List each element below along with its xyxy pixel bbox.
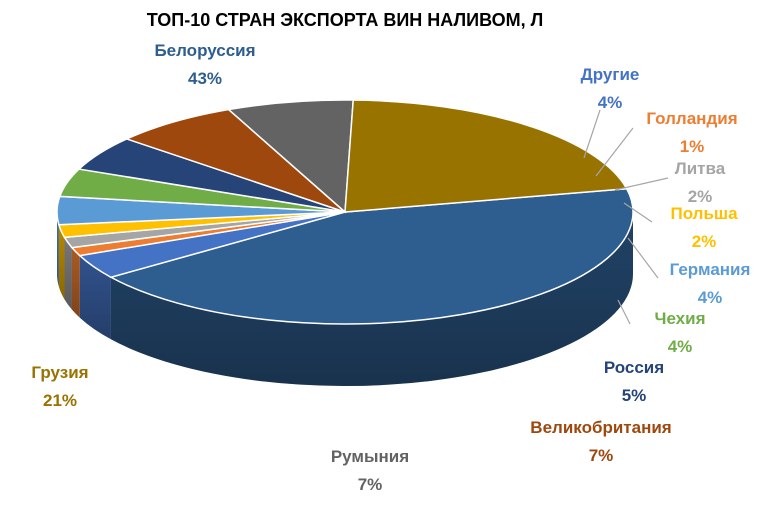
label-name-6: Чехия xyxy=(655,309,706,328)
label-name-10: Грузия xyxy=(31,363,88,382)
label-percent-5: 4% xyxy=(698,288,723,307)
pie-side-shade-2 xyxy=(71,247,80,318)
label-percent-3: 2% xyxy=(688,187,713,206)
label-percent-4: 2% xyxy=(692,232,717,251)
label-name-8: Великобритания xyxy=(530,418,671,437)
label-percent-0: 43% xyxy=(188,69,222,88)
label-name-5: Германия xyxy=(670,260,751,279)
label-name-0: Белоруссия xyxy=(154,41,255,60)
pie-side-shade-4 xyxy=(58,224,65,300)
chart-title: ТОП-10 СТРАН ЭКСПОРТА ВИН НАЛИВОМ, Л xyxy=(146,10,544,30)
label-name-9: Румыния xyxy=(331,447,409,466)
pie-slice-8 xyxy=(124,108,346,213)
pie-slice-0 xyxy=(108,187,634,325)
label-percent-10: 21% xyxy=(43,391,77,410)
label-percent-7: 5% xyxy=(622,386,647,405)
label-percent-1: 4% xyxy=(598,93,623,112)
label-percent-6: 4% xyxy=(668,337,693,356)
leader-line-3 xyxy=(614,177,669,191)
pie-slice-10 xyxy=(344,99,628,213)
label-name-3: Литва xyxy=(675,159,726,178)
pie-side-shade-5 xyxy=(57,212,59,287)
label-percent-2: 1% xyxy=(680,137,705,156)
pie-tops xyxy=(56,99,634,325)
label-name-4: Польша xyxy=(670,204,738,223)
pie-side-shade-0 xyxy=(110,212,634,387)
label-percent-8: 7% xyxy=(589,446,614,465)
label-name-7: Россия xyxy=(604,358,664,377)
pie-side-shade-3 xyxy=(64,237,72,310)
leader-lines xyxy=(583,109,669,325)
label-name-2: Голландия xyxy=(646,109,737,128)
leader-line-4 xyxy=(623,202,653,223)
leader-line-5 xyxy=(627,237,659,279)
pie-slice-9 xyxy=(227,99,355,214)
leader-line-6 xyxy=(617,299,631,325)
leader-line-2 xyxy=(595,127,634,177)
leader-line-1 xyxy=(583,109,601,159)
label-percent-9: 7% xyxy=(358,475,383,494)
pie-sides xyxy=(57,212,634,387)
pie-side-shade-1 xyxy=(79,255,111,340)
label-name-1: Другие xyxy=(581,65,640,84)
